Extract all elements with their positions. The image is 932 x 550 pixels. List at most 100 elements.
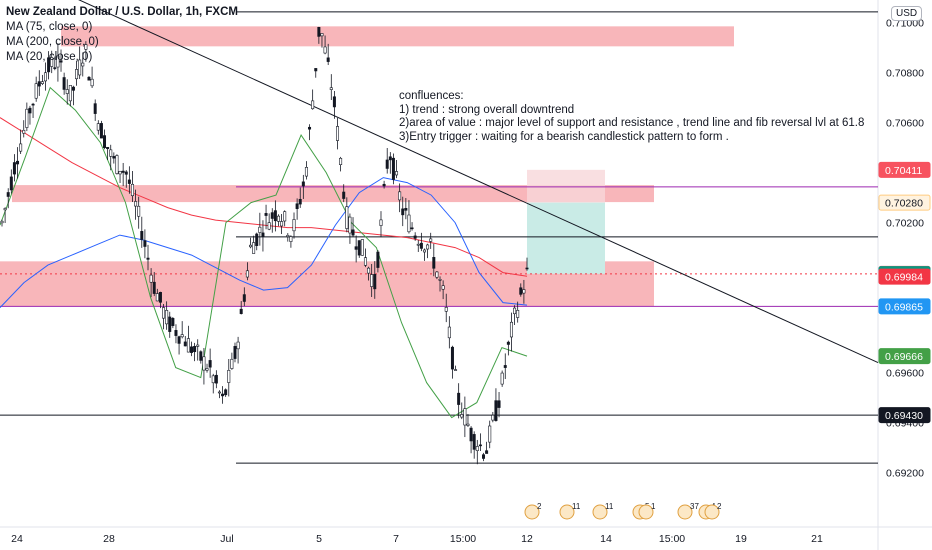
candle-body [513, 307, 517, 315]
candle-body [214, 374, 218, 384]
candle-body [174, 330, 178, 336]
x-tick-label: 15:00 [659, 533, 685, 545]
candle-body [475, 446, 479, 451]
candle-body [429, 238, 433, 242]
economic-event-icon[interactable] [704, 504, 720, 520]
price-label: 0.69666 [885, 351, 923, 363]
candle-body [245, 270, 249, 278]
candle-body [112, 156, 116, 159]
x-tick-label: Jul [220, 533, 233, 545]
x-tick-label: 5 [316, 533, 322, 545]
candle-body [3, 208, 7, 211]
candle-body [205, 368, 209, 371]
candle-body [385, 159, 389, 169]
downtrend-line[interactable] [30, 0, 879, 364]
candle-body [367, 267, 371, 274]
event-count: 11 [572, 502, 581, 511]
economic-event-icon[interactable] [524, 504, 540, 520]
economic-event-icon[interactable] [638, 504, 654, 520]
ma75-line [0, 177, 528, 308]
candle-body [224, 389, 228, 396]
candle-body [469, 427, 473, 442]
note-line-2: 2)area of value : major level of support… [399, 117, 865, 129]
candle-body [152, 281, 156, 294]
indicator-ma75[interactable]: MA (75, close, 0) [6, 21, 93, 33]
candle-body [252, 242, 256, 254]
candle-body [149, 274, 153, 283]
x-tick-label: 14 [600, 533, 612, 545]
candle-body [255, 233, 259, 246]
candle-body [28, 107, 32, 114]
candle-body [317, 27, 321, 37]
candle-body [301, 181, 305, 187]
candle-body [9, 176, 13, 191]
candle-body [189, 346, 193, 353]
candle-body [497, 400, 501, 408]
candle-body [158, 291, 162, 303]
candle-body [221, 393, 225, 397]
candle-body [395, 171, 399, 176]
symbol-title: New Zealand Dollar / U.S. Dollar, 1h, FX… [6, 6, 238, 18]
candle-body [354, 246, 358, 250]
sr-zone-0[interactable] [61, 26, 734, 47]
confluences-note[interactable]: confluences: 1) trend : strong overall d… [399, 90, 877, 144]
candle-body [391, 157, 395, 180]
price-label-bg [878, 298, 931, 315]
candle-body [65, 89, 69, 94]
candle-body [522, 289, 526, 294]
candle-body [519, 287, 523, 295]
price-label-bg [878, 348, 931, 365]
economic-event-icon[interactable] [559, 504, 575, 520]
candle-body [84, 44, 88, 50]
candle-body [227, 370, 231, 383]
note-line-3: 3)Entry trigger : waiting for a bearish … [399, 130, 729, 143]
candle-body [373, 274, 377, 290]
candle-body [516, 310, 520, 318]
candle-body [118, 171, 122, 175]
y-tick-label: 0.70200 [886, 218, 924, 230]
candle-body [329, 87, 333, 90]
economic-event-icon[interactable] [677, 504, 693, 520]
sr-zone-1[interactable] [12, 185, 654, 203]
position-stop-area[interactable] [527, 169, 605, 203]
candle-body [202, 356, 206, 371]
candle-body [155, 293, 159, 302]
price-label: 0.69865 [885, 301, 923, 313]
candle-body [336, 126, 340, 141]
candle-body [16, 160, 20, 165]
candle-body [289, 236, 293, 242]
economic-event-icon[interactable] [592, 504, 608, 520]
position-target-area[interactable] [527, 202, 605, 274]
candle-body [339, 157, 343, 165]
candle-body [183, 341, 187, 347]
price-label: 0.70411 [885, 165, 922, 177]
candle-body [283, 211, 287, 222]
indicator-ma200[interactable]: MA (200, close, 0) [6, 36, 99, 48]
indicator-ma20[interactable]: MA (20, close, 0) [6, 51, 93, 63]
candle-body [96, 123, 100, 131]
candle-body [270, 212, 274, 219]
candle-body [457, 392, 461, 405]
candle-body [314, 68, 318, 72]
candle-body [488, 425, 492, 443]
candle-body [494, 400, 498, 421]
candle-body [482, 454, 486, 459]
note-title: confluences: [399, 90, 464, 102]
candle-body [177, 336, 181, 344]
event-count: 1 [651, 502, 656, 511]
candle-body [37, 81, 41, 87]
candle-body [506, 341, 510, 345]
candle-body [342, 191, 346, 199]
candle-body [127, 179, 131, 184]
candle-body [326, 57, 330, 62]
currency-button[interactable]: USD [891, 6, 923, 21]
candle-body [50, 57, 54, 67]
candle-body [62, 77, 66, 90]
candle-body [230, 358, 234, 369]
candle-body [53, 67, 57, 69]
candle-body [304, 167, 308, 177]
y-tick-label: 0.69600 [886, 368, 924, 380]
candle-body [106, 146, 110, 150]
candle-body [500, 372, 504, 385]
